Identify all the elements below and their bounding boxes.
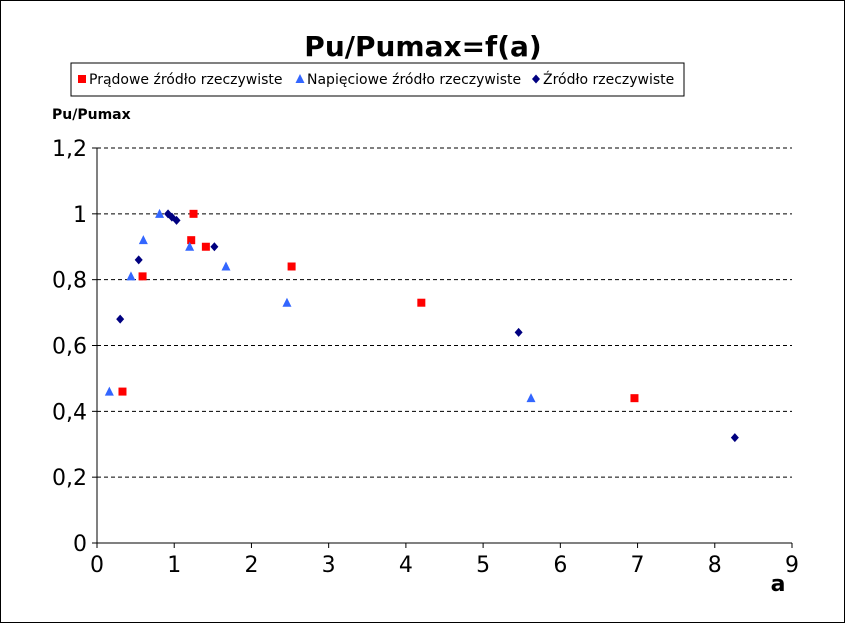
y-tick-label: 1 [73,203,87,228]
data-point-triangle [221,261,231,271]
x-tick-label: 3 [322,553,336,578]
data-point-diamond [730,433,739,443]
data-point-triangle [138,235,148,245]
data-point-square [138,272,147,281]
gridlines [97,147,792,478]
data-point-triangle [104,386,114,396]
data-point-square [201,242,210,251]
data-points [104,208,739,443]
y-tick-label: 0,8 [52,269,87,294]
data-point-triangle [126,271,136,281]
data-point-diamond [514,327,523,337]
data-point-square [417,298,426,307]
data-point-triangle [155,208,165,218]
x-tick-label: 2 [244,553,258,578]
legend-marker-diamond [532,74,540,84]
x-tick-label: 6 [553,553,567,578]
y-tick-label: 0,4 [52,400,87,425]
data-point-triangle [282,297,292,307]
x-tick-label: 8 [708,553,722,578]
data-point-square [189,209,198,218]
data-point-diamond [134,255,143,265]
x-tick-label: 9 [785,553,799,578]
data-point-square [118,387,127,396]
data-point-diamond [172,215,181,225]
legend-marker-triangle [295,74,305,83]
legend: Prądowe źródło rzeczywiste Napięciowe źró… [70,62,685,97]
x-axis-label: a [771,572,786,597]
x-tick-label: 5 [476,553,490,578]
legend-box [70,62,685,97]
y-tick-label: 0,6 [52,335,87,360]
legend-label: Źródło rzeczywiste [543,70,674,88]
legend-marker-square [78,75,86,83]
axes [92,147,793,548]
legend-label: Prądowe źródło rzeczywiste [89,72,283,88]
chart-title: Pu/Pumax=f(a) [304,30,541,63]
data-point-diamond [210,242,219,252]
data-point-square [187,236,196,245]
x-tick-label: 7 [631,553,645,578]
x-tick-label: 4 [399,553,413,578]
y-axis-label: Pu/Pumax [52,107,131,123]
x-tick-label: 0 [90,553,104,578]
y-tick-label: 0,2 [52,466,87,491]
y-tick-label: 0 [73,532,87,557]
data-point-diamond [116,314,125,324]
data-point-triangle [185,241,195,251]
y-tick-label: 1,2 [52,137,87,162]
legend-label: Napięciowe źródło rzeczywiste [307,72,521,88]
tick-labels: 0 0,2 0,4 0,6 0,8 1 1,2 0 1 2 3 4 5 6 7 8 9 [52,137,799,578]
data-point-triangle [526,393,536,403]
x-tick-label: 1 [167,553,181,578]
data-point-square [630,394,639,403]
data-point-square [287,262,296,271]
